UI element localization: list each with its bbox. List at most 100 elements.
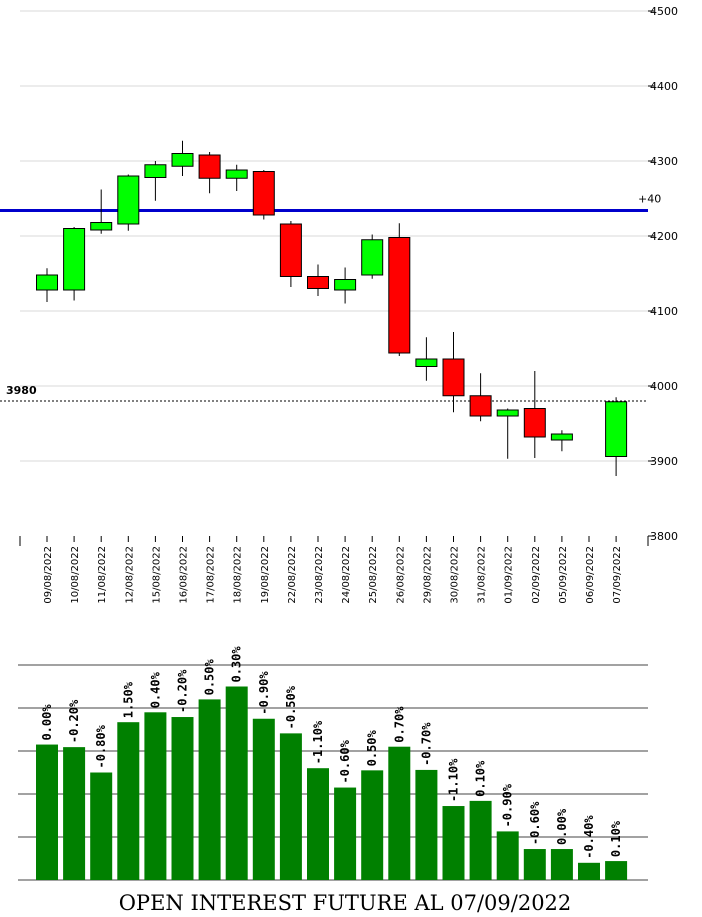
oi-bar bbox=[252, 718, 275, 880]
oi-bar bbox=[415, 769, 438, 880]
oi-change-label: -0.50% bbox=[284, 685, 298, 729]
date-label: 30/08/2022 bbox=[450, 546, 461, 604]
date-label: 12/08/2022 bbox=[124, 546, 135, 604]
oi-change-label: -0.90% bbox=[257, 671, 271, 715]
candle-body bbox=[605, 401, 628, 457]
candle-body bbox=[144, 164, 167, 178]
oi-change-label: 0.30% bbox=[230, 646, 244, 683]
oi-change-label: -0.70% bbox=[419, 722, 433, 766]
oi-bar bbox=[334, 787, 357, 880]
oi-bar bbox=[63, 747, 86, 880]
date-label: 02/09/2022 bbox=[531, 546, 542, 604]
oi-change-label: 0.10% bbox=[474, 760, 488, 797]
date-label: 16/08/2022 bbox=[179, 546, 190, 604]
candle-body bbox=[550, 433, 573, 441]
date-label: 24/08/2022 bbox=[341, 546, 352, 604]
oi-change-label: -0.60% bbox=[528, 801, 542, 845]
date-label: 22/08/2022 bbox=[287, 546, 298, 604]
candle-body bbox=[36, 274, 58, 291]
candle-body bbox=[117, 175, 140, 225]
oi-bar bbox=[550, 849, 573, 880]
last-price-label: 3980 bbox=[6, 384, 37, 397]
oi-bar bbox=[361, 770, 384, 880]
candle-body bbox=[496, 409, 519, 417]
oi-bar bbox=[442, 806, 465, 880]
price-tick-label: 4400 bbox=[650, 80, 678, 93]
oi-bar bbox=[523, 849, 546, 880]
date-label: 17/08/2022 bbox=[206, 546, 217, 604]
date-label: 25/08/2022 bbox=[368, 546, 379, 604]
date-label: 10/08/2022 bbox=[70, 546, 81, 604]
last-price-line: 3980 bbox=[0, 384, 648, 402]
oi-bar bbox=[469, 800, 492, 880]
candle-body bbox=[469, 395, 492, 417]
candle-body bbox=[388, 237, 411, 354]
oi-bar bbox=[279, 733, 302, 880]
date-label: 06/09/2022 bbox=[585, 546, 596, 604]
oi-change-label: -1.10% bbox=[447, 758, 461, 802]
price-tick-label: 4500 bbox=[650, 5, 678, 18]
oi-change-label: -0.90% bbox=[501, 783, 515, 827]
price-tick-label: 3800 bbox=[650, 530, 678, 543]
price-grid bbox=[20, 10, 648, 462]
candle-body bbox=[171, 153, 194, 167]
date-label: 31/08/2022 bbox=[477, 546, 488, 604]
oi-bar bbox=[144, 712, 167, 880]
oi-change-label: 0.40% bbox=[148, 671, 162, 708]
date-label: 19/08/2022 bbox=[260, 546, 271, 604]
date-label: 07/09/2022 bbox=[612, 546, 623, 604]
oi-bar bbox=[496, 831, 519, 880]
oi-grid bbox=[18, 664, 648, 881]
oi-change-label: 1.50% bbox=[121, 681, 135, 718]
oi-change-label: 0.00% bbox=[555, 808, 569, 845]
date-label: 26/08/2022 bbox=[395, 546, 406, 604]
oi-labels: 0.00% -0.20% -0.80% 1.50% 0.40% -0.20% 0.50% 0.… bbox=[40, 646, 623, 859]
candle-body bbox=[361, 239, 384, 276]
date-label: 11/08/2022 bbox=[97, 546, 108, 604]
oi-bar bbox=[578, 862, 600, 880]
oi-bar bbox=[198, 699, 221, 880]
candle-body bbox=[334, 279, 357, 291]
oi-change-label: -0.80% bbox=[94, 724, 108, 768]
oi-bar bbox=[90, 772, 113, 880]
date-label: 05/09/2022 bbox=[558, 546, 569, 604]
candle-body bbox=[225, 169, 248, 179]
oi-change-label: -0.20% bbox=[176, 669, 190, 713]
oi-change-label: 0.50% bbox=[365, 729, 379, 766]
price-tick-label: 4200 bbox=[650, 230, 678, 243]
price-tick-label: 4300 bbox=[650, 155, 678, 168]
candle-body bbox=[252, 171, 275, 216]
candle-body bbox=[63, 228, 86, 291]
date-label: 01/09/2022 bbox=[504, 546, 515, 604]
oi-change-label: 0.10% bbox=[609, 820, 623, 857]
price-tick-label: 4000 bbox=[650, 380, 678, 393]
candle-body bbox=[523, 408, 546, 438]
candle-body bbox=[90, 222, 113, 231]
candle-body bbox=[415, 358, 438, 367]
oi-bar bbox=[307, 768, 329, 880]
date-label: 18/08/2022 bbox=[233, 546, 244, 604]
candle-body bbox=[442, 358, 465, 397]
price-tick-label: 4100 bbox=[650, 305, 678, 318]
oi-change-label: 0.50% bbox=[203, 659, 217, 696]
oi-change-label: -0.40% bbox=[582, 815, 596, 859]
oi-change-label: 0.70% bbox=[392, 706, 406, 743]
date-label: 09/08/2022 bbox=[43, 546, 54, 604]
date-label: 29/08/2022 bbox=[422, 546, 433, 604]
candle-body bbox=[307, 276, 329, 289]
candle-body bbox=[198, 154, 221, 179]
reference-line: +40 bbox=[0, 193, 661, 212]
candlesticks bbox=[36, 140, 628, 476]
date-axis: 09/08/2022 10/08/2022 11/08/2022 12/08/2022… bbox=[19, 536, 649, 604]
oi-bar bbox=[225, 686, 248, 880]
candle-body bbox=[279, 223, 302, 277]
oi-change-label: -0.20% bbox=[67, 699, 81, 743]
oi-bar bbox=[36, 744, 58, 880]
oi-bar bbox=[388, 746, 411, 880]
oi-bar bbox=[605, 861, 628, 880]
oi-bar bbox=[117, 722, 140, 880]
date-label: 15/08/2022 bbox=[151, 546, 162, 604]
price-axis: 3800 3900 4000 4100 4200 4300 4400 4500 bbox=[648, 5, 678, 543]
oi-change-label: -0.60% bbox=[338, 739, 352, 783]
